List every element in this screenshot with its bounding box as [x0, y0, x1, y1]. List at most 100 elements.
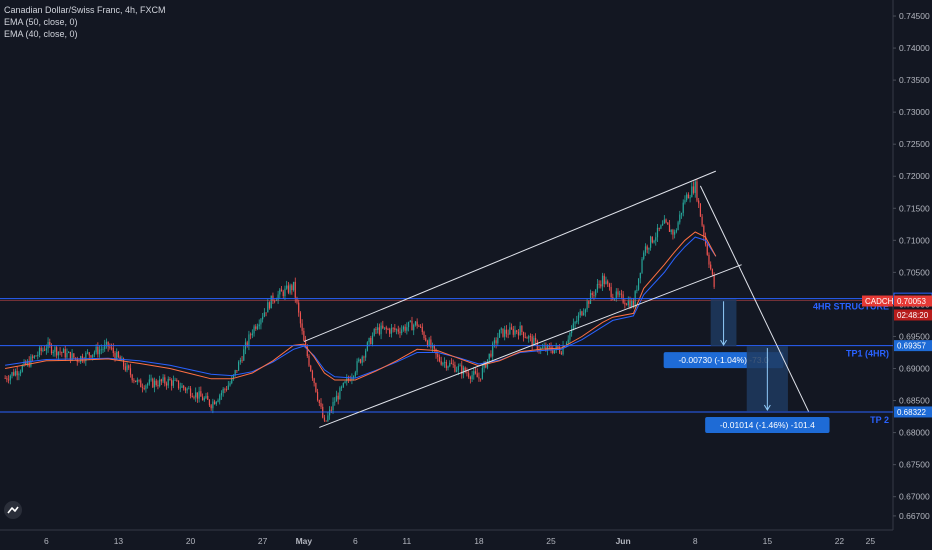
- candle-body: [97, 346, 99, 355]
- candle-body: [210, 405, 212, 409]
- candle-body: [311, 371, 314, 379]
- candle-body: [282, 291, 284, 297]
- candle-body: [691, 186, 693, 198]
- candle-body: [213, 401, 216, 405]
- candle-body: [217, 400, 219, 402]
- y-tick-label: 0.71500: [899, 203, 930, 213]
- candle-body: [95, 346, 97, 353]
- candle-body: [287, 285, 289, 293]
- projection-label: -0.00730 (-1.04%) -73.0: [678, 355, 769, 365]
- price-tag-text: CADCHF: [865, 297, 898, 306]
- candle-body: [227, 385, 229, 390]
- candle-body: [86, 352, 89, 354]
- candle-body: [637, 278, 640, 290]
- candle-body: [184, 388, 186, 391]
- candle-body: [304, 340, 307, 347]
- candle-body: [255, 326, 257, 329]
- candle-body: [457, 366, 459, 371]
- candle-body: [105, 341, 108, 345]
- candle-body: [444, 361, 446, 363]
- candle-body: [45, 348, 47, 351]
- candle-body: [497, 337, 499, 344]
- candle-body: [512, 328, 514, 335]
- candle-body: [335, 395, 338, 402]
- candle-body: [71, 353, 73, 361]
- candle-body: [493, 340, 495, 344]
- candle-body: [571, 329, 573, 334]
- candle-body: [126, 365, 128, 371]
- candle-body: [629, 300, 631, 308]
- x-tick-label: May: [296, 536, 313, 546]
- candle-body: [495, 340, 497, 344]
- candle-body: [653, 240, 655, 243]
- candle-body: [656, 227, 659, 238]
- candle-body: [562, 345, 564, 355]
- candle-body: [680, 212, 683, 215]
- candle-body: [552, 350, 554, 354]
- candle-body: [212, 401, 214, 409]
- candle-body: [18, 373, 20, 376]
- ema40-legend[interactable]: EMA (40, close, 0): [4, 29, 78, 39]
- candle-body: [203, 398, 205, 401]
- candle-body: [102, 349, 104, 350]
- candle-body: [78, 361, 80, 363]
- level-4hr-structure: 4HR STRUCTURE: [0, 298, 893, 312]
- candle-body: [667, 222, 669, 225]
- y-tick-label: 0.73000: [899, 107, 930, 117]
- candle-body: [383, 327, 386, 329]
- candle-body: [655, 237, 657, 241]
- symbol-title[interactable]: Canadian Dollar/Swiss Franc, 4h, FXCM: [4, 5, 166, 15]
- y-tick-label: 0.70500: [899, 267, 930, 277]
- price-tag-bg: [862, 295, 893, 307]
- candle-body: [90, 355, 92, 358]
- candle-body: [380, 325, 382, 335]
- candle-body: [476, 373, 478, 378]
- x-tick-label: Jun: [616, 536, 631, 546]
- candle-body: [701, 216, 703, 226]
- candle-body: [619, 293, 621, 295]
- candle-body: [162, 377, 164, 382]
- candle-body: [531, 336, 533, 346]
- candle-body: [524, 337, 526, 339]
- candle-body: [584, 309, 586, 313]
- y-tick-label: 0.67000: [899, 492, 930, 502]
- candle-body: [263, 312, 265, 317]
- ema50-legend[interactable]: EMA (50, close, 0): [4, 17, 78, 27]
- candle-body: [294, 281, 296, 298]
- candle-body: [543, 346, 545, 348]
- tradingview-logo-icon[interactable]: [4, 501, 22, 519]
- level-label: TP 2: [870, 415, 889, 425]
- y-tick-label: 0.69000: [899, 364, 930, 374]
- candle-body: [353, 376, 355, 378]
- candle-body: [517, 331, 520, 336]
- candle-body: [485, 362, 487, 368]
- candle-body: [135, 380, 137, 382]
- candle-body: [509, 327, 511, 335]
- candle-body: [44, 349, 46, 351]
- trendline: [699, 185, 809, 412]
- candle-body: [100, 349, 102, 351]
- candle-body: [61, 352, 63, 354]
- candle-body: [418, 325, 420, 327]
- candle-body: [677, 222, 679, 231]
- candle-body: [279, 289, 281, 295]
- candle-body: [274, 300, 276, 302]
- candle-body: [684, 200, 686, 203]
- candle-body: [389, 329, 391, 334]
- x-tick-label: 22: [835, 536, 845, 546]
- candle-body: [668, 224, 671, 232]
- candle-body: [438, 357, 441, 362]
- candle-body: [280, 289, 283, 292]
- candle-body: [663, 219, 665, 224]
- candle-body: [711, 269, 714, 275]
- y-tick-label: 0.72500: [899, 139, 930, 149]
- candle-body: [442, 362, 444, 365]
- candle-body: [11, 372, 13, 376]
- candle-body: [6, 378, 8, 380]
- candle-body: [332, 402, 334, 411]
- candle-body: [433, 345, 435, 349]
- candle-body: [625, 304, 628, 306]
- candle-body: [59, 351, 61, 353]
- candle-body: [239, 359, 241, 362]
